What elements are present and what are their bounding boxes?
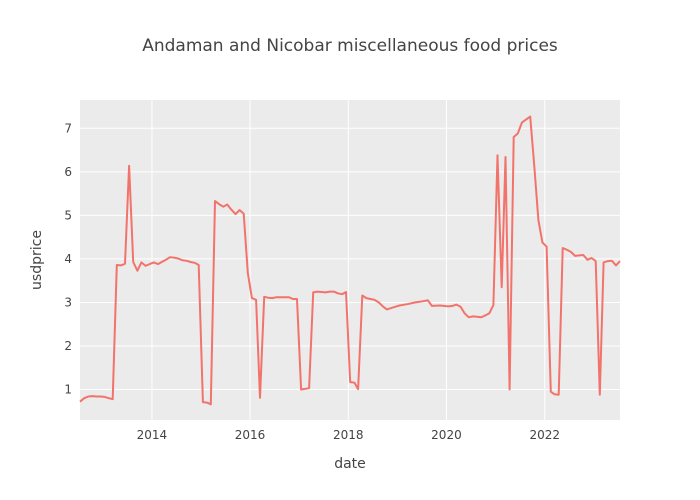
y-tick-label: 4 bbox=[64, 252, 72, 266]
x-tick-label: 2014 bbox=[137, 428, 168, 442]
x-tick-label: 2018 bbox=[333, 428, 364, 442]
y-tick-label: 6 bbox=[64, 165, 72, 179]
x-axis-title: date bbox=[334, 456, 366, 472]
y-axis-title: usdprice bbox=[29, 230, 45, 290]
x-tick-label: 2022 bbox=[529, 428, 560, 442]
y-tick-labels: 1 2 3 4 5 6 7 bbox=[64, 121, 72, 396]
y-gridlines bbox=[80, 127, 620, 391]
x-tick-label: 2016 bbox=[235, 428, 266, 442]
x-tick-labels: 2014 2016 2018 2020 2022 bbox=[137, 428, 560, 442]
series-line bbox=[79, 115, 621, 406]
y-tick-label: 1 bbox=[64, 383, 72, 397]
x-tick-label: 2020 bbox=[431, 428, 462, 442]
y-tick-label: 5 bbox=[64, 208, 72, 222]
y-tick-label: 7 bbox=[64, 121, 72, 135]
y-tick-label: 3 bbox=[64, 295, 72, 309]
y-tick-label: 2 bbox=[64, 339, 72, 353]
x-gridlines bbox=[151, 100, 546, 420]
chart-title: Andaman and Nicobar miscellaneous food p… bbox=[142, 36, 558, 56]
